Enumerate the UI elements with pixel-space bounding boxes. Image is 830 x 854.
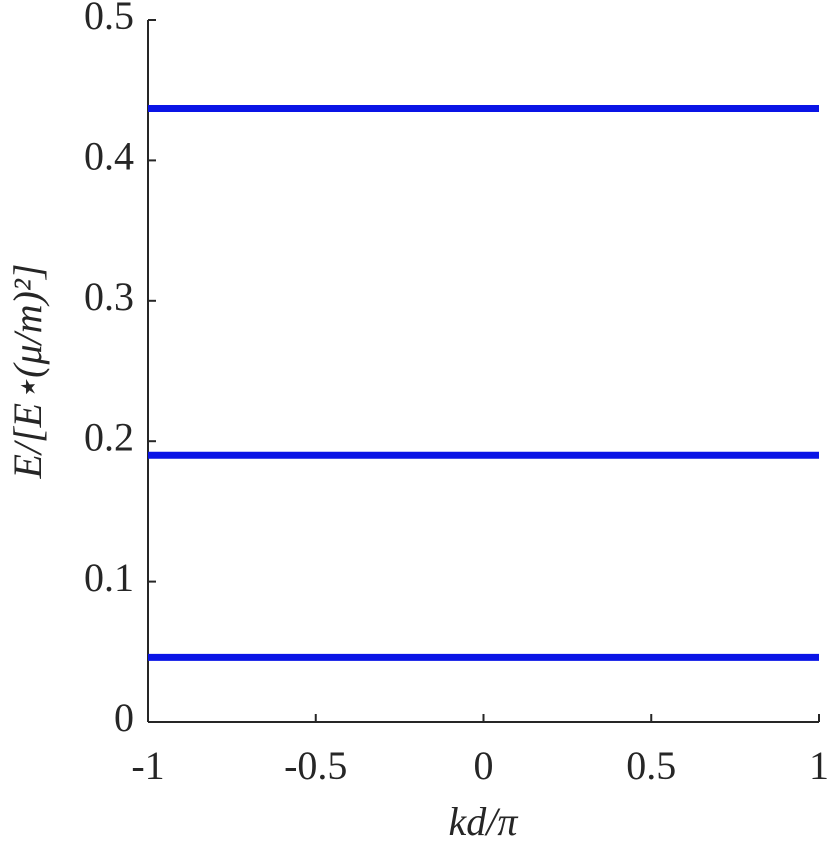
x-tick-label: -1 [131, 743, 164, 788]
x-tick-label: 0 [474, 743, 494, 788]
y-axis-label: E/[E⋆(μ/m)²] [5, 264, 50, 480]
y-tick-label: 0.4 [84, 134, 134, 179]
x-tick-label: 1 [809, 743, 829, 788]
y-tick-label: 0.5 [84, 0, 134, 38]
y-tick-label: 0.2 [84, 414, 134, 459]
x-tick-label: 0.5 [626, 743, 676, 788]
y-tick-label: 0 [114, 695, 134, 740]
x-tick-label: -0.5 [284, 743, 347, 788]
x-axis-label: kd/π [449, 799, 519, 844]
y-tick-label: 0.3 [84, 274, 134, 319]
y-tick-label: 0.1 [84, 555, 134, 600]
